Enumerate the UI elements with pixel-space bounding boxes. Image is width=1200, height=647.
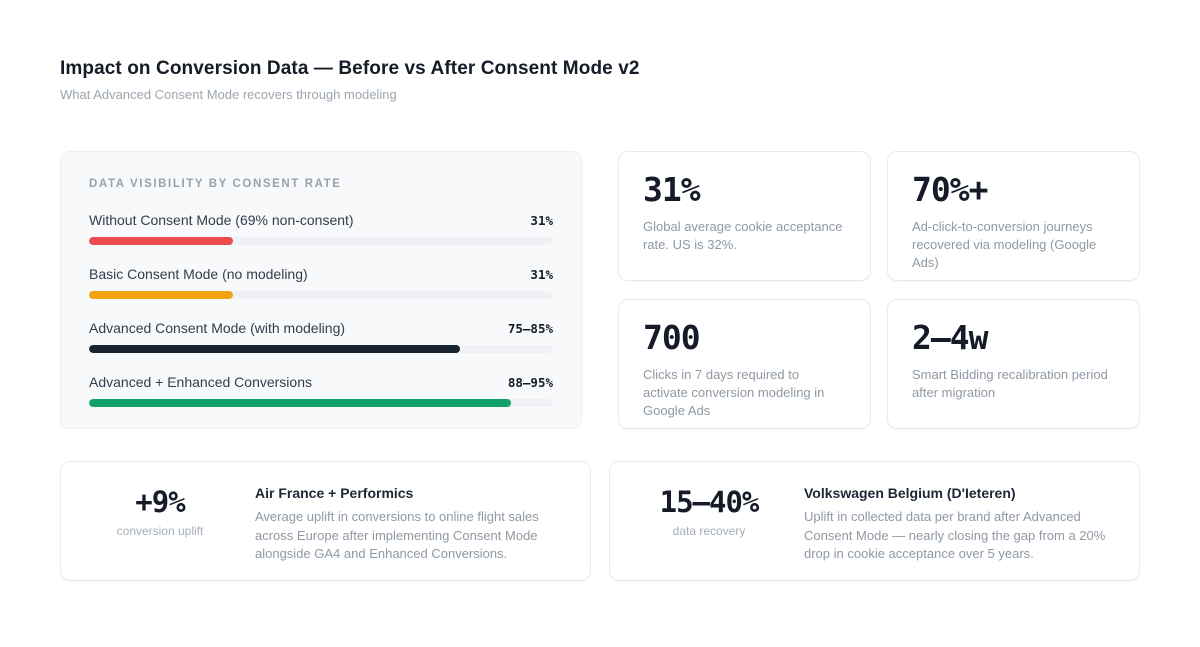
bar-fill: [89, 399, 512, 407]
top-section: DATA VISIBILITY BY CONSENT RATE Without …: [60, 151, 1140, 429]
case-metric: 15–40%: [659, 485, 760, 519]
stat-description: Smart Bidding recalibration period after…: [912, 367, 1108, 401]
stat-card-recalibration-period: 2–4w Smart Bidding recalibration period …: [887, 299, 1140, 429]
consent-mode-dashboard: Impact on Conversion Data — Before vs Af…: [60, 58, 1140, 581]
bar-label: Without Consent Mode (69% non-consent): [89, 212, 354, 228]
case-text: Air France + Performics Average uplift i…: [235, 484, 566, 564]
stat-card-journeys-recovered: 70%+ Ad-click-to-conversion journeys rec…: [887, 151, 1140, 281]
case-card-air-france: +9% conversion uplift Air France + Perfo…: [60, 461, 591, 581]
case-body: Average uplift in conversions to online …: [255, 509, 539, 562]
case-metric-block: +9% conversion uplift: [85, 484, 235, 538]
stat-value: 700: [643, 318, 701, 357]
data-visibility-card: DATA VISIBILITY BY CONSENT RATE Without …: [60, 151, 582, 429]
stat-card-cookie-acceptance: 31% Global average cookie acceptance rat…: [618, 151, 871, 281]
bar-fill: [89, 237, 233, 245]
stat-value: 31%: [643, 170, 701, 209]
stat-description: Clicks in 7 days required to activate co…: [643, 367, 825, 419]
bar-label: Basic Consent Mode (no modeling): [89, 266, 308, 282]
page-title: Impact on Conversion Data — Before vs Af…: [60, 58, 640, 79]
data-visibility-heading: DATA VISIBILITY BY CONSENT RATE: [89, 178, 342, 190]
case-metric-caption: conversion uplift: [116, 523, 204, 538]
case-study-section: +9% conversion uplift Air France + Perfo…: [60, 461, 1140, 581]
case-text: Volkswagen Belgium (D'Ieteren) Uplift in…: [784, 484, 1115, 564]
bar-fill: [89, 345, 461, 353]
bar-track: [89, 237, 553, 245]
stat-card-clicks-required: 700 Clicks in 7 days required to activat…: [618, 299, 871, 429]
bar-label: Advanced + Enhanced Conversions: [89, 374, 312, 390]
case-metric-caption: data recovery: [672, 523, 746, 538]
bar-row-advanced-consent-mode: Advanced Consent Mode (with modeling) 75…: [89, 320, 553, 353]
stat-value: 70%+: [912, 170, 988, 209]
bar-track: [89, 345, 553, 353]
bar-row-without-consent-mode: Without Consent Mode (69% non-consent) 3…: [89, 212, 553, 245]
bar-label: Advanced Consent Mode (with modeling): [89, 320, 346, 336]
case-card-volkswagen-belgium: 15–40% data recovery Volkswagen Belgium …: [609, 461, 1140, 581]
case-metric: +9%: [135, 485, 185, 519]
case-metric-block: 15–40% data recovery: [634, 484, 784, 538]
bar-value: 31%: [530, 213, 553, 228]
bar-track: [89, 291, 553, 299]
bar-row-advanced-enhanced: Advanced + Enhanced Conversions 88–95%: [89, 374, 553, 407]
case-title: Volkswagen Belgium (D'Ieteren): [804, 485, 1016, 501]
case-body: Uplift in collected data per brand after…: [804, 509, 1106, 562]
stat-description: Global average cookie acceptance rate. U…: [643, 219, 843, 253]
stat-description: Ad-click-to-conversion journeys recovere…: [912, 219, 1097, 271]
bar-row-basic-consent-mode: Basic Consent Mode (no modeling) 31%: [89, 266, 553, 299]
stat-value: 2–4w: [912, 318, 988, 357]
bar-fill: [89, 291, 233, 299]
stat-card-grid: 31% Global average cookie acceptance rat…: [618, 151, 1140, 429]
bar-value: 31%: [530, 267, 553, 282]
page-subtitle: What Advanced Consent Mode recovers thro…: [60, 87, 397, 102]
bar-value: 75–85%: [507, 321, 553, 336]
bar-track: [89, 399, 553, 407]
case-title: Air France + Performics: [255, 485, 414, 501]
bar-value: 88–95%: [507, 375, 553, 390]
